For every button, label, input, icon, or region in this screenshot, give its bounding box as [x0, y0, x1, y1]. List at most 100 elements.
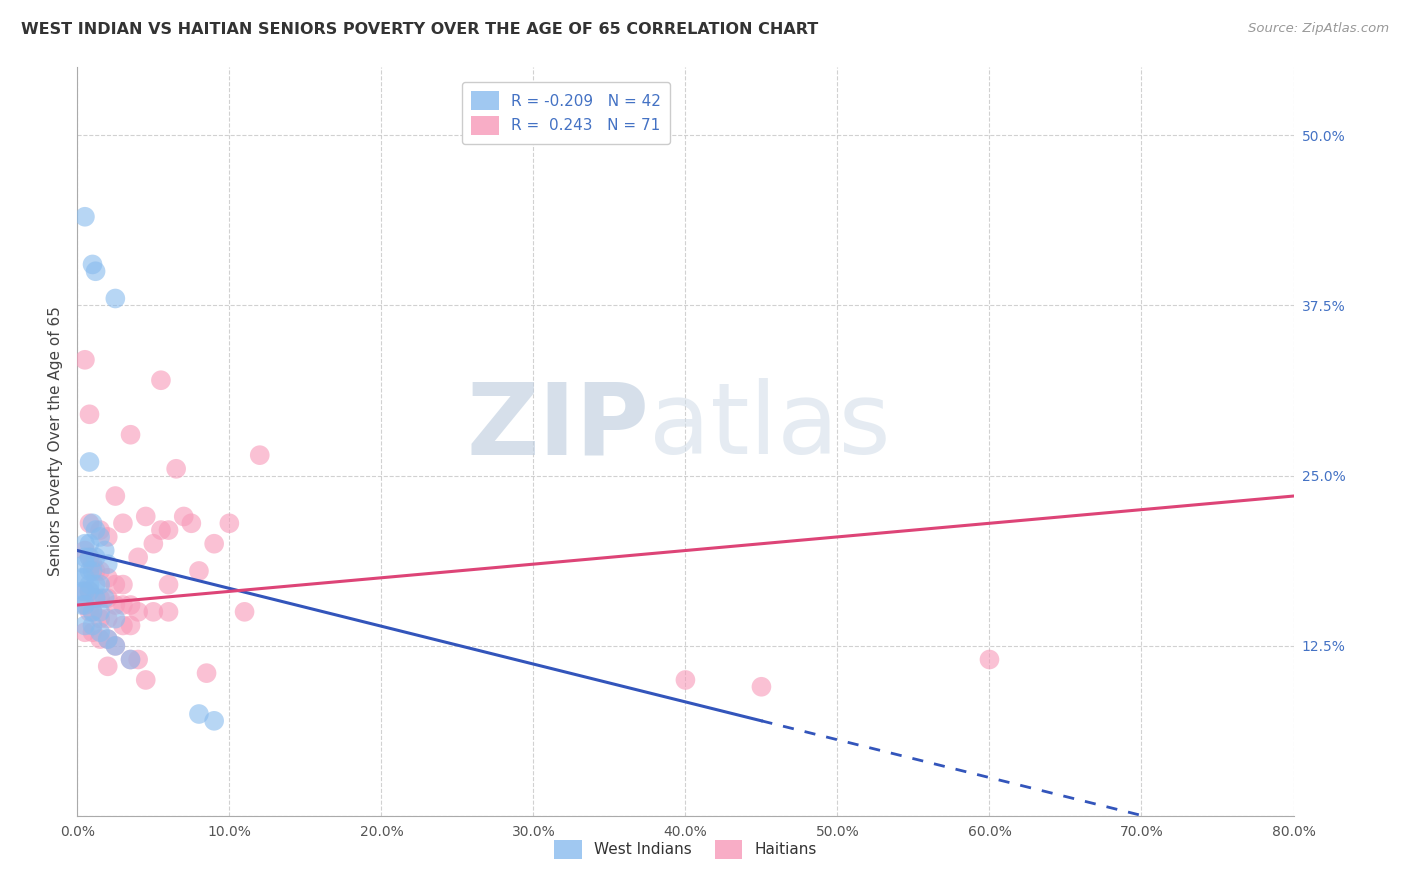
West Indians: [104, 612, 127, 626]
Haitians: [104, 639, 127, 653]
Haitians: [233, 605, 256, 619]
Haitians: [89, 612, 111, 626]
West Indians: [120, 652, 142, 666]
Haitians: [73, 352, 96, 367]
Haitians: [84, 591, 107, 606]
Text: ZIP: ZIP: [465, 378, 650, 475]
West Indians: [82, 516, 104, 531]
Haitians: [111, 516, 134, 531]
West Indians: [79, 537, 101, 551]
Haitians: [82, 605, 104, 619]
Haitians: [73, 598, 96, 612]
Haitians: [218, 516, 240, 531]
West Indians: [70, 571, 93, 585]
Haitians: [202, 537, 225, 551]
Haitians: [84, 564, 107, 578]
West Indians: [82, 605, 104, 619]
Haitians: [79, 550, 101, 565]
Haitians: [142, 605, 165, 619]
West Indians: [79, 564, 101, 578]
Haitians: [89, 632, 111, 646]
Haitians: [104, 598, 127, 612]
West Indians: [82, 564, 104, 578]
Haitians: [149, 523, 172, 537]
Haitians: [173, 509, 195, 524]
Haitians: [82, 625, 104, 640]
West Indians: [97, 632, 120, 646]
West Indians: [93, 591, 115, 606]
West Indians: [84, 577, 107, 591]
Text: WEST INDIAN VS HAITIAN SENIORS POVERTY OVER THE AGE OF 65 CORRELATION CHART: WEST INDIAN VS HAITIAN SENIORS POVERTY O…: [21, 22, 818, 37]
Haitians: [120, 652, 142, 666]
Haitians: [104, 489, 127, 503]
West Indians: [79, 584, 101, 599]
West Indians: [73, 550, 96, 565]
West Indians: [84, 264, 107, 278]
Haitians: [195, 666, 218, 681]
West Indians: [84, 523, 107, 537]
West Indians: [97, 557, 120, 571]
Haitians: [120, 618, 142, 632]
West Indians: [188, 706, 211, 721]
Legend: West Indians, Haitians: West Indians, Haitians: [548, 834, 823, 864]
West Indians: [89, 577, 111, 591]
Haitians: [97, 530, 120, 544]
Haitians: [120, 598, 142, 612]
West Indians: [89, 530, 111, 544]
Haitians: [249, 448, 271, 462]
Haitians: [135, 673, 157, 687]
West Indians: [89, 625, 111, 640]
West Indians: [79, 577, 101, 591]
West Indians: [202, 714, 225, 728]
Haitians: [73, 584, 96, 599]
Haitians: [104, 577, 127, 591]
Haitians: [97, 659, 120, 673]
Text: Source: ZipAtlas.com: Source: ZipAtlas.com: [1249, 22, 1389, 36]
West Indians: [84, 550, 107, 565]
West Indians: [79, 550, 101, 565]
Text: atlas: atlas: [650, 378, 890, 475]
Haitians: [73, 543, 96, 558]
Haitians: [82, 557, 104, 571]
Haitians: [97, 632, 120, 646]
Haitians: [142, 537, 165, 551]
Haitians: [127, 550, 149, 565]
West Indians: [70, 598, 93, 612]
West Indians: [73, 537, 96, 551]
West Indians: [73, 584, 96, 599]
Haitians: [79, 584, 101, 599]
Haitians: [79, 407, 101, 421]
West Indians: [93, 543, 115, 558]
Haitians: [97, 571, 120, 585]
West Indians: [84, 591, 107, 606]
Haitians: [120, 427, 142, 442]
Haitians: [89, 591, 111, 606]
Haitians: [675, 673, 697, 687]
Haitians: [89, 564, 111, 578]
Haitians: [157, 523, 180, 537]
West Indians: [104, 639, 127, 653]
Y-axis label: Seniors Poverty Over the Age of 65: Seniors Poverty Over the Age of 65: [48, 307, 63, 576]
Haitians: [135, 509, 157, 524]
Haitians: [89, 523, 111, 537]
Haitians: [111, 618, 134, 632]
Haitians: [149, 373, 172, 387]
Haitians: [188, 564, 211, 578]
Haitians: [157, 605, 180, 619]
Haitians: [180, 516, 202, 531]
Haitians: [979, 652, 1001, 666]
Haitians: [127, 652, 149, 666]
Haitians: [79, 516, 101, 531]
West Indians: [73, 557, 96, 571]
West Indians: [73, 598, 96, 612]
Haitians: [157, 577, 180, 591]
West Indians: [104, 292, 127, 306]
West Indians: [73, 210, 96, 224]
Haitians: [111, 598, 134, 612]
West Indians: [79, 455, 101, 469]
West Indians: [82, 257, 104, 271]
West Indians: [89, 605, 111, 619]
West Indians: [73, 618, 96, 632]
West Indians: [70, 584, 93, 599]
Haitians: [751, 680, 773, 694]
